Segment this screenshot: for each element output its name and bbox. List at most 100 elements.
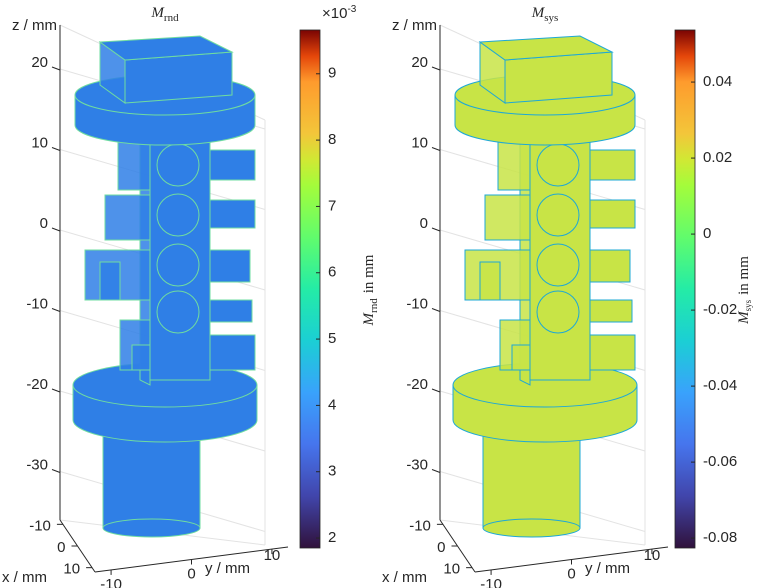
- y-tick-label: 0: [567, 565, 575, 582]
- label-symbol: M: [736, 310, 752, 325]
- chart-title: Msys: [531, 5, 559, 23]
- x-tick-label: 10: [63, 561, 80, 578]
- y-tick-label: 10: [644, 547, 661, 564]
- z-tick-label: -10: [26, 295, 48, 312]
- colorbar-tick-label: 8: [328, 131, 336, 148]
- z-tick: [431, 469, 441, 473]
- z-tick-label: 10: [31, 134, 48, 151]
- z-tick-label: 0: [420, 215, 428, 232]
- z-tick-label: -20: [26, 376, 48, 393]
- z-tick: [51, 388, 61, 393]
- x-tick-label: -10: [29, 517, 51, 534]
- z-tick-label: -20: [406, 376, 428, 393]
- fin: [589, 249, 631, 283]
- fin: [589, 299, 633, 323]
- label-subscript: rnd: [368, 298, 380, 313]
- chart-title: Mrnd: [150, 5, 179, 23]
- hole: [536, 290, 580, 334]
- z-tick: [431, 227, 441, 232]
- colorbar-tick-label: -0.04: [703, 377, 737, 394]
- scale-exponent: -3: [347, 4, 356, 15]
- z-tick: [431, 147, 441, 151]
- fin: [209, 199, 256, 229]
- cylinder-base: [482, 518, 581, 538]
- fin: [209, 299, 253, 323]
- x-tick-label: 10: [443, 561, 460, 578]
- colorbar-tick-label: 0.04: [703, 73, 732, 90]
- fin: [209, 249, 251, 283]
- label-symbol: M: [361, 311, 377, 326]
- z-tick: [51, 66, 61, 71]
- z-label: z / mm: [392, 17, 437, 34]
- label-unit: in mm: [361, 254, 377, 293]
- colorbar-tick-label: 9: [328, 65, 336, 82]
- z-tick-label: 10: [411, 134, 428, 151]
- y-tick-label: -10: [100, 576, 122, 588]
- colorbar-tick-label: 2: [328, 529, 336, 546]
- box-top: [478, 35, 614, 61]
- x-tick-label: -10: [409, 517, 431, 534]
- fin: [497, 139, 531, 191]
- colorbar-label: Mrnd in mm: [361, 254, 379, 326]
- fin: [511, 344, 531, 371]
- fin: [589, 149, 636, 181]
- x-tick-label: 0: [57, 539, 65, 556]
- panel: 20 10 0 -10 -20 -30 -10 0 10 -10 0 10 z / mm x / mm y …: [2, 4, 380, 588]
- z-tick: [431, 388, 441, 393]
- hole: [536, 193, 580, 237]
- title-subscript: sys: [544, 12, 558, 24]
- panel: 20 10 0 -10 -20 -30 -10 0 10 -10 0 10 z / mm x / mm y …: [382, 5, 753, 588]
- colorbar-tick-label: -0.06: [703, 453, 737, 470]
- colorbar-tick-label: -0.08: [703, 529, 737, 546]
- z-tick: [51, 469, 61, 473]
- y-label: y / mm: [205, 560, 250, 577]
- y-tick-label: -10: [480, 576, 502, 588]
- z-tick: [431, 308, 441, 312]
- colorbar-tick-label: 6: [328, 264, 336, 281]
- z-tick-label: 0: [40, 215, 48, 232]
- colorbar-tick-label: 0.02: [703, 149, 732, 166]
- fin: [131, 344, 151, 371]
- fin: [484, 194, 531, 241]
- fin: [589, 199, 636, 229]
- x-label: x / mm: [2, 569, 47, 586]
- label-unit: in mm: [736, 256, 752, 295]
- hole: [156, 193, 200, 237]
- z-tick: [51, 227, 61, 232]
- colorbar-tick-label: 4: [328, 396, 336, 413]
- z-label: z / mm: [12, 17, 57, 34]
- fin: [104, 194, 151, 241]
- colorbar-tick-label: 3: [328, 463, 336, 480]
- label-subscript: sys: [743, 299, 753, 311]
- z-tick-label: 20: [31, 54, 48, 71]
- title-symbol: M: [150, 5, 165, 21]
- colorbar-label: Msys in mm: [736, 256, 753, 325]
- hole: [156, 243, 200, 287]
- x-tick-label: 0: [437, 539, 445, 556]
- hole: [156, 290, 200, 334]
- scale-base: ×10: [322, 5, 347, 22]
- z-tick-label: -30: [26, 456, 48, 473]
- hole: [536, 243, 580, 287]
- y-label: y / mm: [585, 560, 630, 577]
- z-tick-label: 20: [411, 54, 428, 71]
- box-front: [504, 51, 613, 104]
- fin: [209, 149, 256, 181]
- fin: [589, 334, 636, 371]
- fin: [209, 334, 256, 371]
- title-symbol: M: [531, 5, 546, 21]
- fin: [117, 139, 151, 191]
- fin: [479, 261, 501, 301]
- hole: [536, 143, 580, 187]
- z-tick-label: -30: [406, 456, 428, 473]
- z-tick: [431, 66, 441, 71]
- colorbar-tick-label: 7: [328, 197, 336, 214]
- hole: [156, 143, 200, 187]
- colorbar-tick-label: 0: [703, 225, 711, 242]
- colorbar: [674, 29, 696, 549]
- y-tick-label: 10: [264, 547, 281, 564]
- colorbar-tick-label: 5: [328, 330, 336, 347]
- x-label: x / mm: [382, 569, 427, 586]
- z-tick-label: -10: [406, 295, 428, 312]
